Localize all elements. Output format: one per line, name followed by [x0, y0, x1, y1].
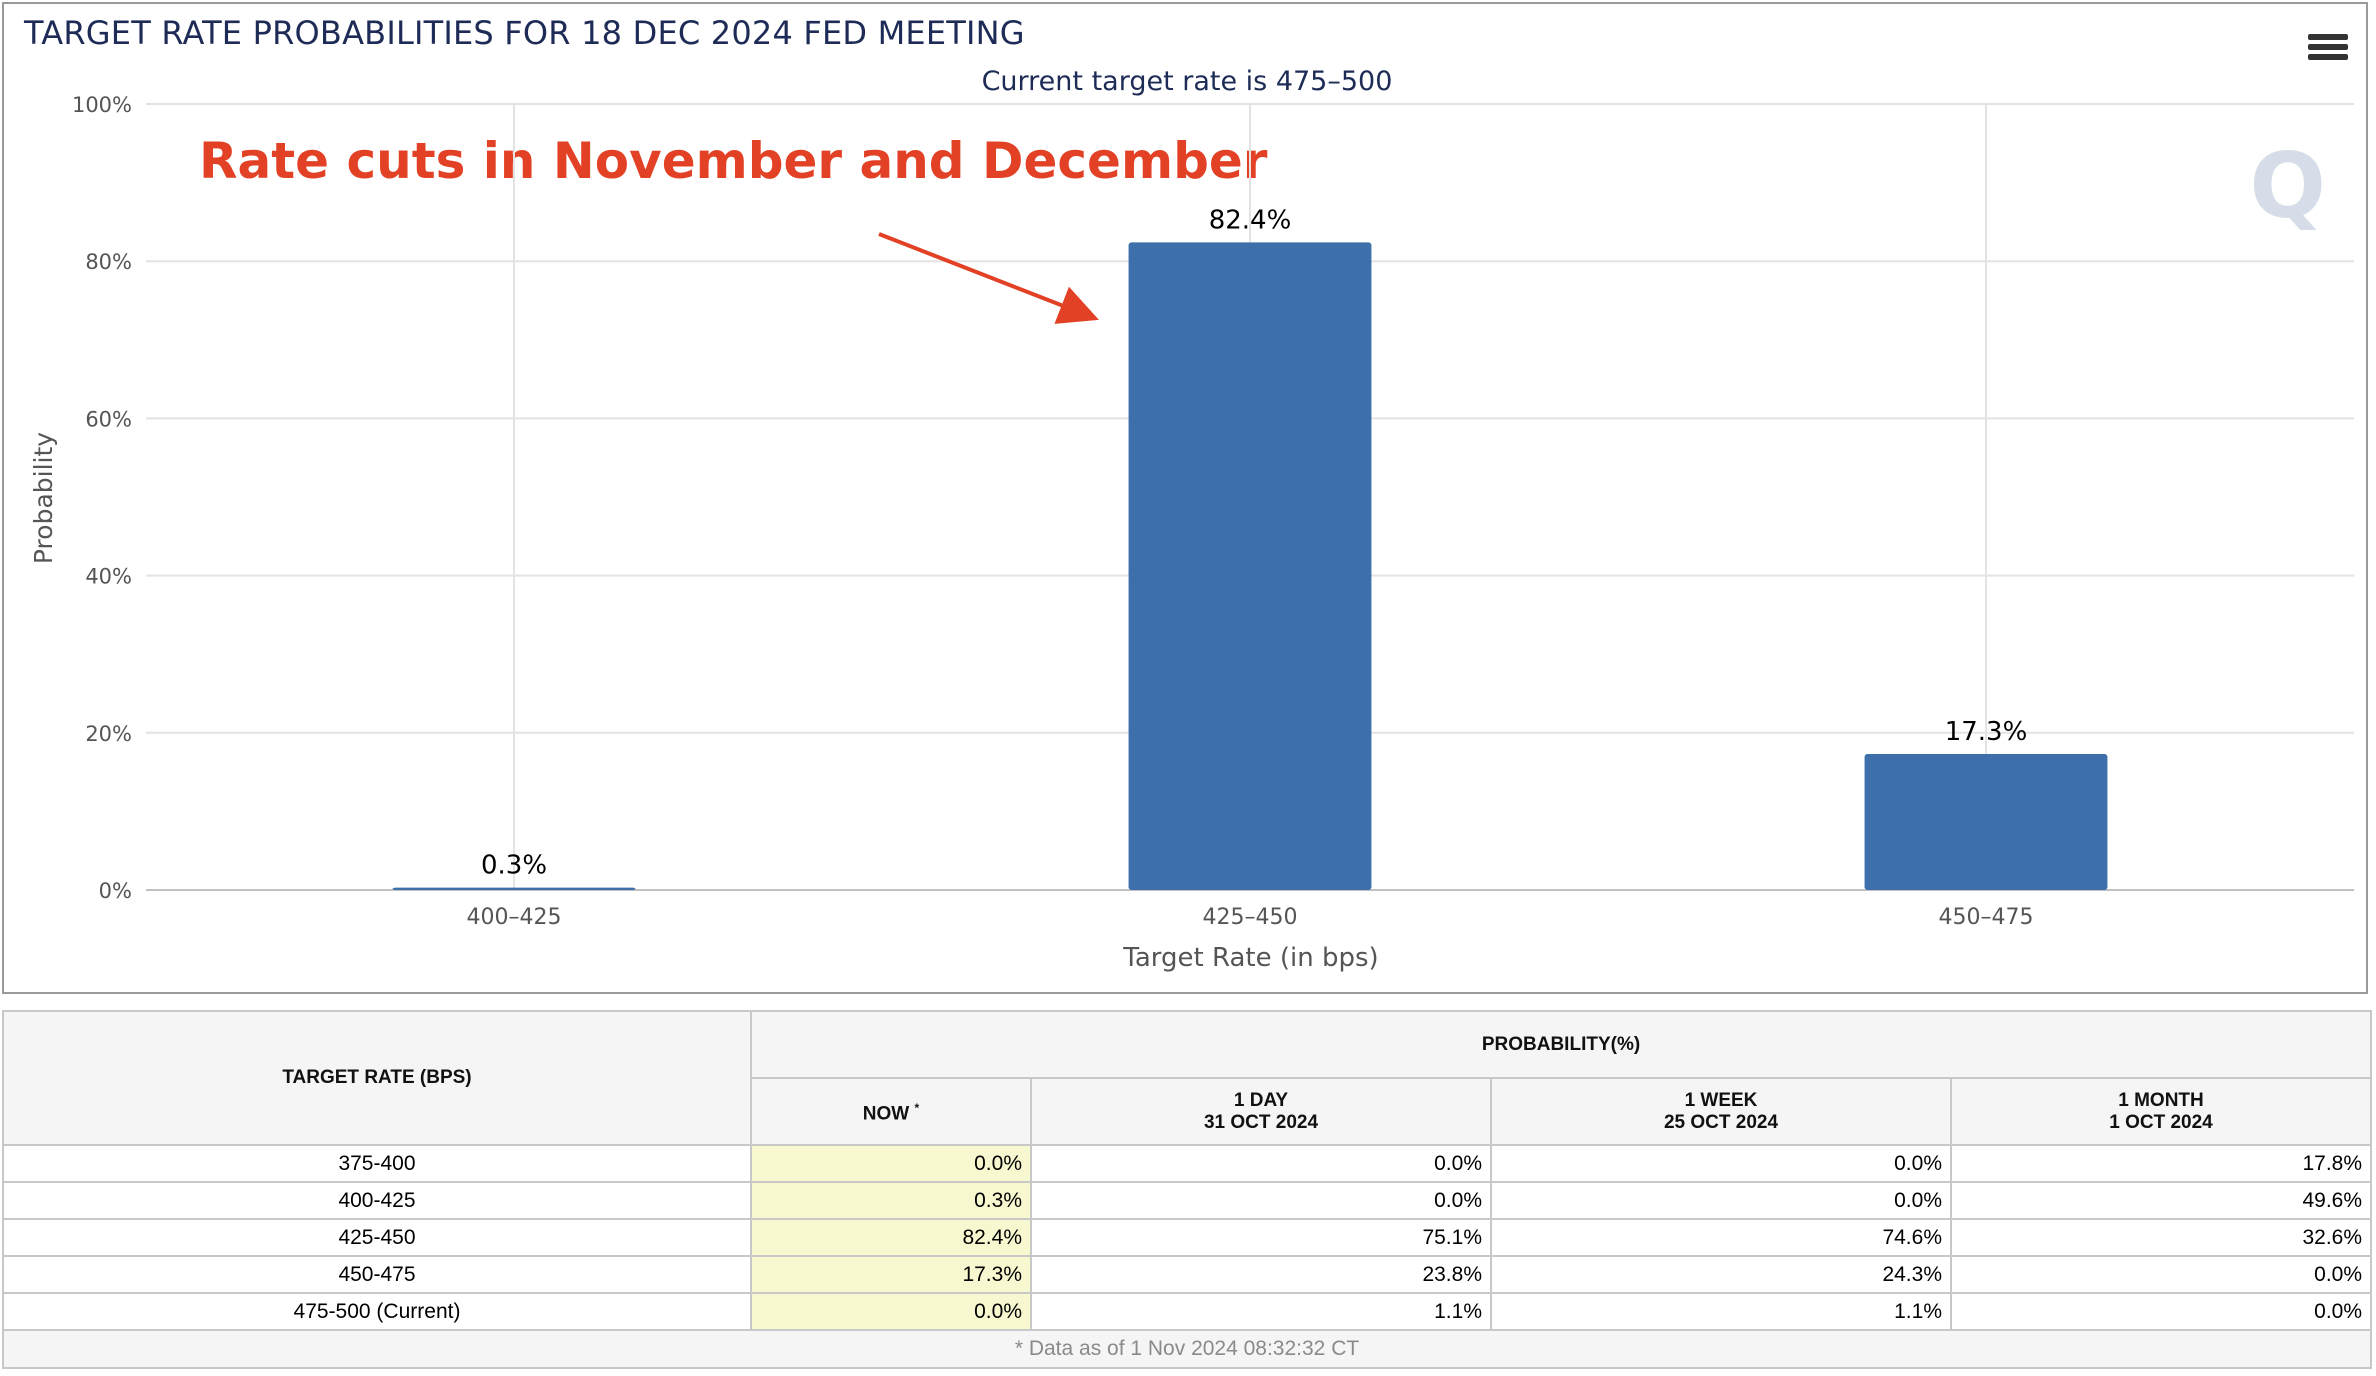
table-row: 450-475 17.3% 23.8% 24.3% 0.0%	[2, 1255, 2373, 1294]
y-axis-label: Probability	[29, 432, 58, 564]
y-tick-label: 100%	[72, 93, 132, 117]
bar-2[interactable]	[1864, 754, 2108, 890]
cell-1day: 1.1%	[1030, 1292, 1492, 1331]
header-1week: 1 WEEK 25 OCT 2024	[1490, 1077, 1952, 1146]
watermark-logo: Q	[2249, 134, 2326, 239]
header-1month: 1 MONTH 1 OCT 2024	[1949, 1077, 2373, 1146]
cell-1day: 0.0%	[1030, 1144, 1492, 1183]
y-tick-label: 60%	[85, 407, 132, 431]
cell-1month: 17.8%	[1949, 1144, 2373, 1183]
header-1month-date: 1 OCT 2024	[2109, 1111, 2213, 1133]
x-tick-label: 400–425	[467, 905, 562, 930]
cell-now: 0.0%	[750, 1144, 1032, 1183]
cell-now: 0.3%	[750, 1181, 1032, 1220]
data-label: 17.3%	[1945, 717, 2028, 747]
chart-panel: TARGET RATE PROBABILITIES FOR 18 DEC 202…	[2, 2, 2368, 994]
y-tick-label: 20%	[85, 722, 132, 746]
cell-1week: 0.0%	[1490, 1181, 1952, 1220]
cell-1day: 0.0%	[1030, 1181, 1492, 1220]
chart-subtitle: Current target rate is 475–500	[981, 66, 1393, 97]
cell-rate: 400-425	[2, 1181, 752, 1220]
cell-rate: 425-450	[2, 1218, 752, 1257]
data-label: 82.4%	[1209, 205, 1292, 235]
header-1day-label: 1 DAY	[1233, 1089, 1289, 1111]
data-label: 0.3%	[481, 851, 547, 881]
x-axis-label: Target Rate (in bps)	[1122, 943, 1378, 973]
cell-now: 82.4%	[750, 1218, 1032, 1257]
cell-1week: 24.3%	[1490, 1255, 1952, 1294]
bar-1[interactable]	[1128, 242, 1372, 890]
table-row: 425-450 82.4% 75.1% 74.6% 32.6%	[2, 1218, 2373, 1257]
header-now-label: NOW	[862, 1103, 910, 1125]
y-tick-label: 80%	[85, 250, 132, 274]
hamburger-menu-icon[interactable]	[2308, 34, 2348, 68]
cell-1week: 0.0%	[1490, 1144, 1952, 1183]
y-tick-label: 0%	[99, 879, 132, 903]
header-1day: 1 DAY 31 OCT 2024	[1030, 1077, 1492, 1146]
header-1week-label: 1 WEEK	[1684, 1089, 1758, 1111]
table-row: 375-400 0.0% 0.0% 0.0% 17.8%	[2, 1144, 2373, 1183]
header-1day-date: 31 OCT 2024	[1203, 1111, 1319, 1133]
cell-rate: 375-400	[2, 1144, 752, 1183]
x-tick-label: 450–475	[1939, 905, 2034, 930]
cell-1week: 1.1%	[1490, 1292, 1952, 1331]
data-timestamp-note: * Data as of 1 Nov 2024 08:32:32 CT	[1, 1329, 2373, 1369]
cell-rate: 450-475	[2, 1255, 752, 1294]
cell-rate: 475-500 (Current)	[2, 1292, 752, 1331]
cell-now: 17.3%	[750, 1255, 1032, 1294]
header-now: NOW *	[750, 1077, 1032, 1146]
cell-1month: 0.0%	[1949, 1255, 2373, 1294]
cell-1month: 0.0%	[1949, 1292, 2373, 1331]
table-footer-row: * Data as of 1 Nov 2024 08:32:32 CT	[1, 1329, 2373, 1369]
header-1week-date: 25 OCT 2024	[1663, 1111, 1779, 1133]
header-target-rate: TARGET RATE (BPS)	[2, 1010, 752, 1146]
bar-chart: 0% 20% 40% 60% 80% 100% 0.3% 400–425 82.4% 425–45…	[29, 93, 2354, 973]
cell-1month: 32.6%	[1949, 1218, 2373, 1257]
x-tick-label: 425–450	[1203, 905, 1298, 930]
cell-1day: 23.8%	[1030, 1255, 1492, 1294]
cell-1day: 75.1%	[1030, 1218, 1492, 1257]
probability-table: TARGET RATE (BPS) PROBABILITY(%) NOW * 1…	[1, 1010, 2373, 1369]
header-now-mark: *	[914, 1101, 920, 1116]
chart-annotation: Rate cuts in November and December	[199, 132, 1268, 190]
chart-title: TARGET RATE PROBABILITIES FOR 18 DEC 202…	[24, 14, 1025, 52]
table-row: 475-500 (Current) 0.0% 1.1% 1.1% 0.0%	[2, 1292, 2373, 1331]
bar-0[interactable]	[392, 887, 636, 890]
cell-1week: 74.6%	[1490, 1218, 1952, 1257]
cell-1month: 49.6%	[1949, 1181, 2373, 1220]
table-row: 400-425 0.3% 0.0% 0.0% 49.6%	[2, 1181, 2373, 1220]
header-1month-label: 1 MONTH	[2118, 1089, 2204, 1111]
cell-now: 0.0%	[750, 1292, 1032, 1331]
y-tick-label: 40%	[85, 565, 132, 589]
annotation-arrow	[878, 232, 1099, 324]
header-probability: PROBABILITY(%)	[749, 1010, 2373, 1079]
